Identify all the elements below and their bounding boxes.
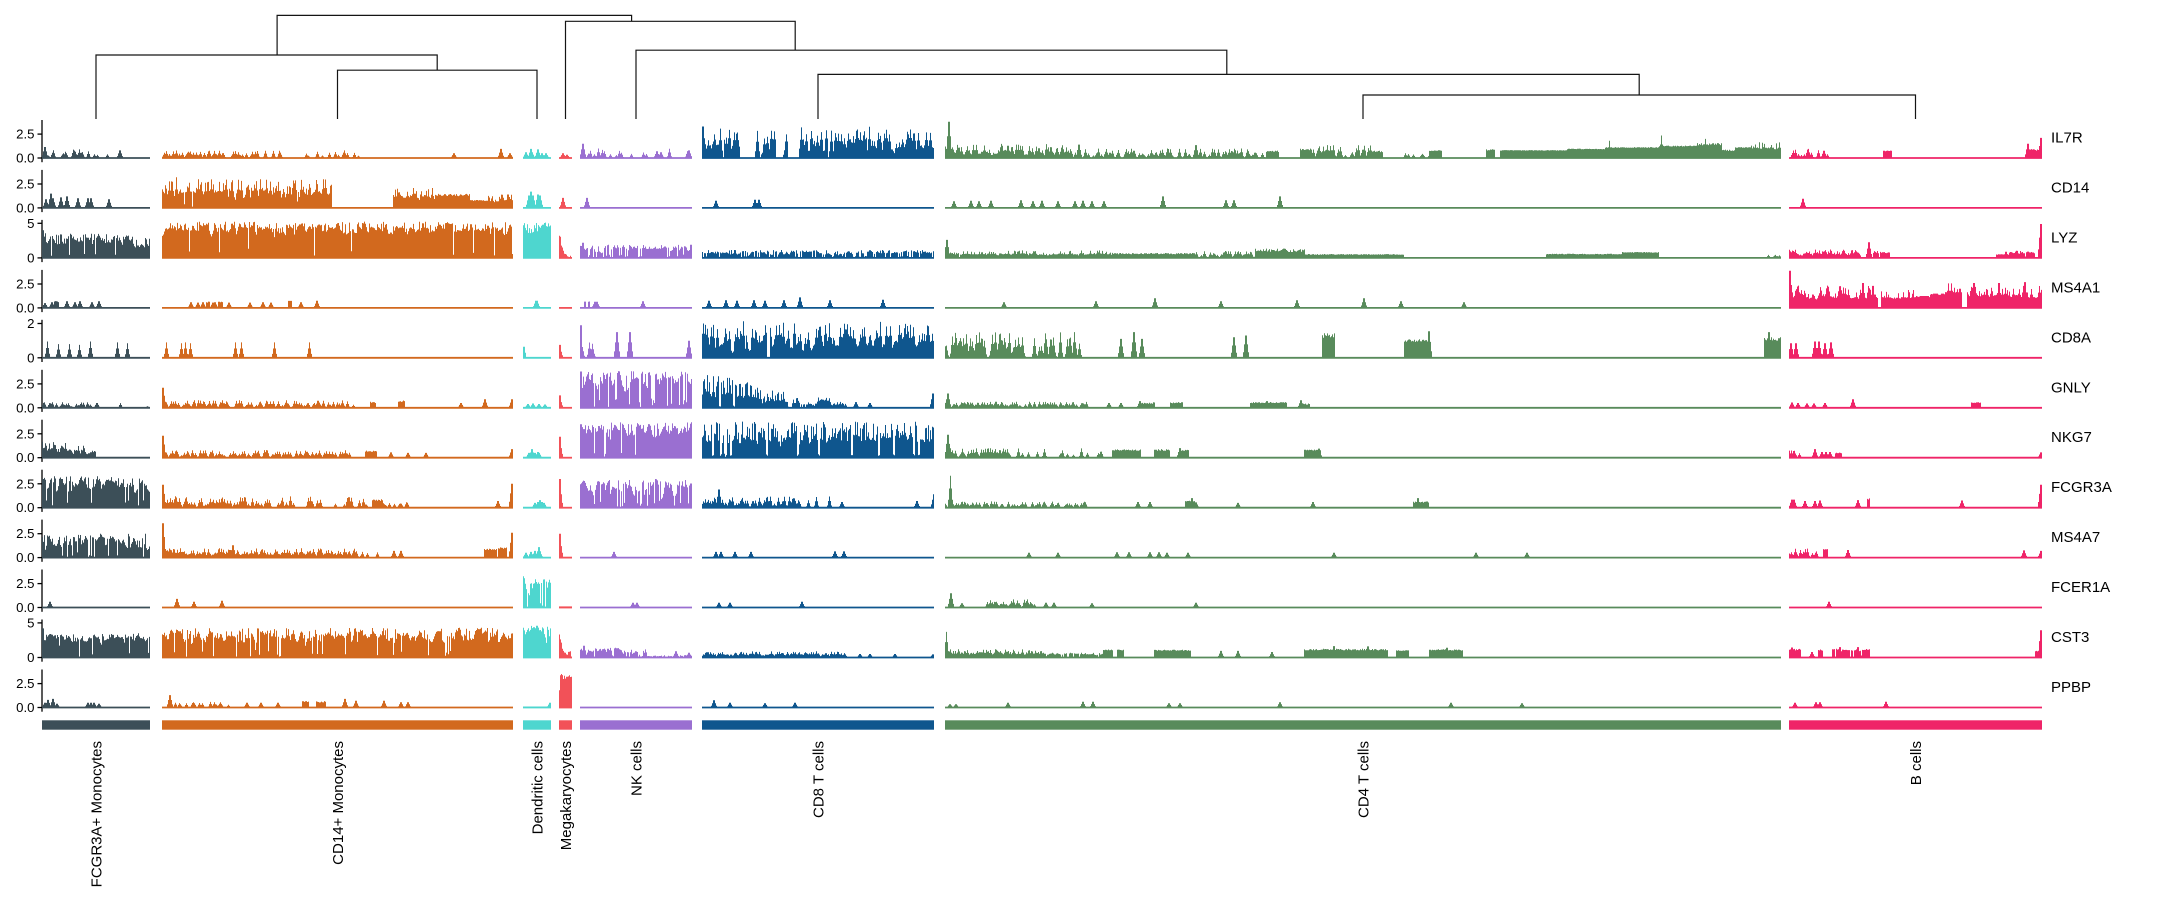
svg-text:5: 5 [27, 216, 34, 231]
svg-text:2.5: 2.5 [16, 127, 34, 142]
svg-text:2.5: 2.5 [16, 426, 34, 441]
svg-text:0.0: 0.0 [16, 200, 34, 215]
svg-text:NK cells: NK cells [628, 741, 645, 796]
svg-text:PPBP: PPBP [2051, 679, 2091, 696]
svg-text:B cells: B cells [1908, 741, 1925, 785]
svg-text:CD8 T cells: CD8 T cells [810, 741, 827, 818]
svg-text:LYZ: LYZ [2051, 229, 2077, 246]
svg-text:0.0: 0.0 [16, 151, 34, 166]
svg-text:0.0: 0.0 [16, 450, 34, 465]
svg-text:0.0: 0.0 [16, 600, 34, 615]
svg-text:0.0: 0.0 [16, 700, 34, 715]
svg-text:0.0: 0.0 [16, 550, 34, 565]
svg-text:2.5: 2.5 [16, 476, 34, 491]
svg-text:0.0: 0.0 [16, 500, 34, 515]
svg-text:CD14+ Monocytes: CD14+ Monocytes [330, 741, 347, 865]
svg-text:2.5: 2.5 [16, 376, 34, 391]
svg-text:IL7R: IL7R [2051, 130, 2083, 147]
svg-text:MS4A7: MS4A7 [2051, 529, 2100, 546]
svg-text:2: 2 [27, 316, 34, 331]
svg-text:Dendritic cells: Dendritic cells [529, 741, 546, 834]
svg-text:2.5: 2.5 [16, 676, 34, 691]
svg-text:CST3: CST3 [2051, 629, 2089, 646]
svg-text:0: 0 [27, 650, 34, 665]
svg-text:0: 0 [27, 250, 34, 265]
svg-text:CD8A: CD8A [2051, 329, 2091, 346]
svg-text:5: 5 [27, 615, 34, 630]
svg-text:0.0: 0.0 [16, 400, 34, 415]
svg-text:CD4 T cells: CD4 T cells [1355, 741, 1372, 818]
svg-text:Megakaryocytes: Megakaryocytes [558, 741, 575, 850]
svg-text:GNLY: GNLY [2051, 379, 2091, 396]
svg-text:0: 0 [27, 350, 34, 365]
svg-text:0.0: 0.0 [16, 300, 34, 315]
svg-text:2.5: 2.5 [16, 277, 34, 292]
svg-text:FCGR3A+ Monocytes: FCGR3A+ Monocytes [88, 741, 105, 887]
svg-text:CD14: CD14 [2051, 179, 2089, 196]
svg-text:NKG7: NKG7 [2051, 429, 2092, 446]
svg-text:MS4A1: MS4A1 [2051, 279, 2100, 296]
svg-text:2.5: 2.5 [16, 177, 34, 192]
svg-text:2.5: 2.5 [16, 526, 34, 541]
svg-text:2.5: 2.5 [16, 576, 34, 591]
svg-text:FCER1A: FCER1A [2051, 579, 2110, 596]
svg-text:FCGR3A: FCGR3A [2051, 479, 2112, 496]
